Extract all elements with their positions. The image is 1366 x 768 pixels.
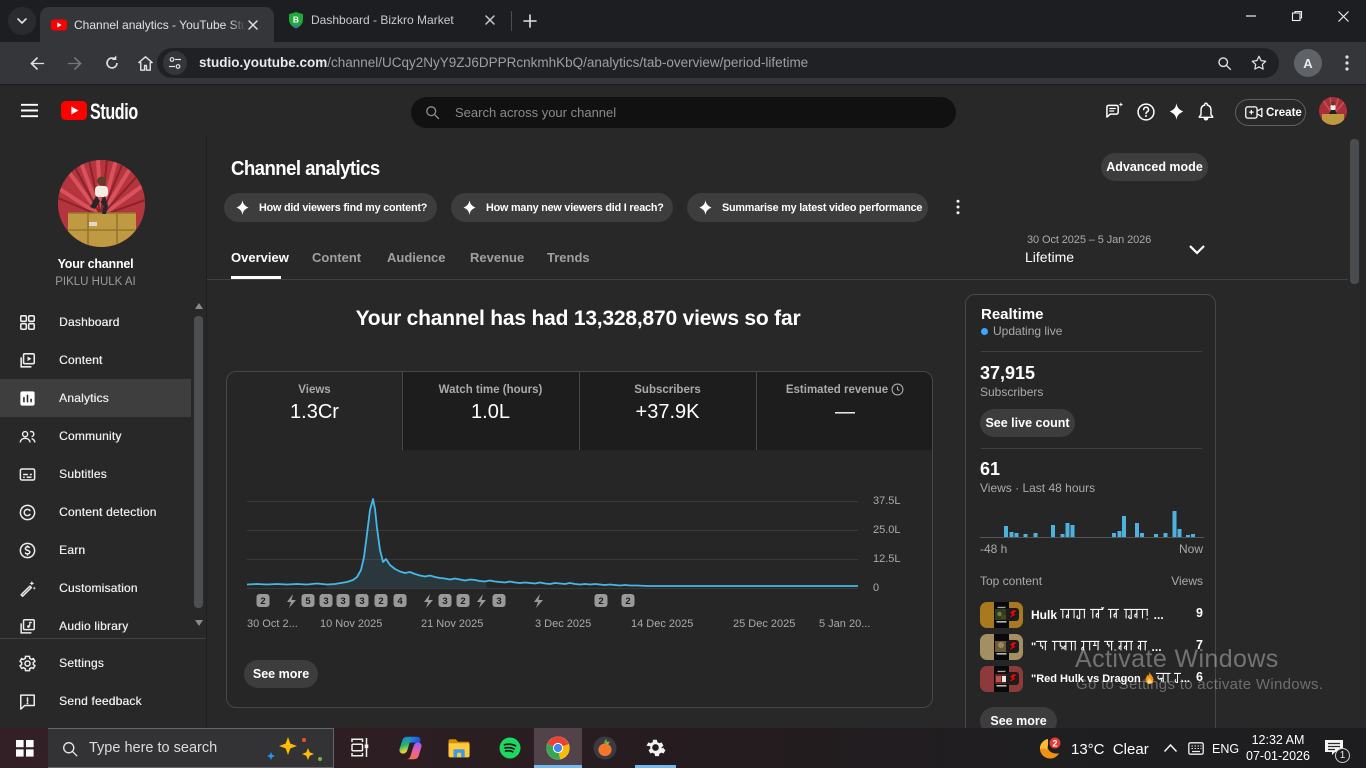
svg-text:2: 2 xyxy=(260,596,265,607)
svg-text:2: 2 xyxy=(1052,739,1057,749)
svg-text:2: 2 xyxy=(598,596,603,607)
svg-text:3: 3 xyxy=(340,596,345,607)
svg-text:3: 3 xyxy=(323,596,328,607)
svg-text:5: 5 xyxy=(305,596,311,607)
svg-text:3: 3 xyxy=(442,596,447,607)
svg-text:2: 2 xyxy=(460,596,465,607)
svg-text:3: 3 xyxy=(496,596,501,607)
svg-text:4: 4 xyxy=(397,596,403,607)
svg-text:2: 2 xyxy=(625,596,630,607)
svg-text:2: 2 xyxy=(378,596,383,607)
svg-text:B: B xyxy=(293,15,299,25)
svg-text:3: 3 xyxy=(359,596,364,607)
